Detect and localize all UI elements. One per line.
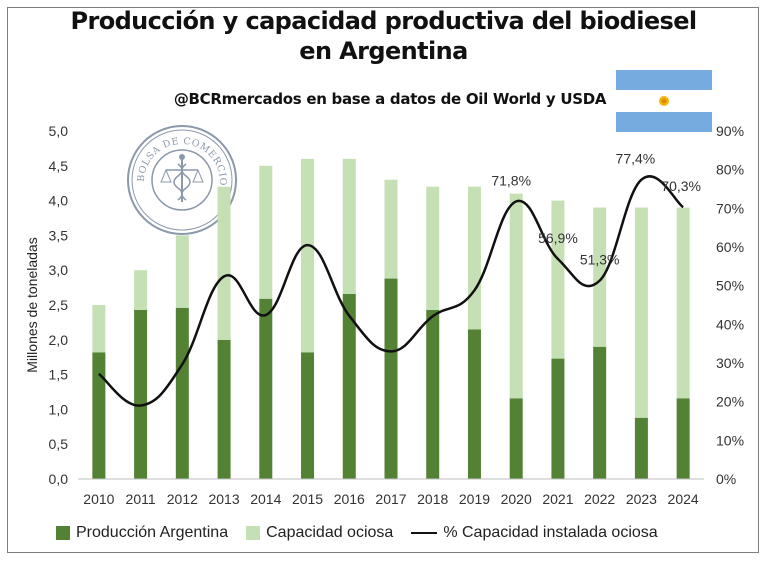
bcr-seal-logo: BOLSA DE COMERCIO DE ROSARIO <box>126 124 237 235</box>
y-tick-label: 4,5 <box>49 158 69 174</box>
y2-tick-label: 70% <box>716 200 744 216</box>
bar-capacidad-ociosa-2019 <box>467 186 481 330</box>
legend-item-porcentaje: % Capacidad instalada ociosa <box>411 524 658 542</box>
bar-capacidad-ociosa-2011 <box>134 270 148 310</box>
x-tick-label: 2013 <box>208 491 239 507</box>
bar-produccion-2024 <box>676 398 690 479</box>
bar-capacidad-ociosa-2023 <box>634 207 648 418</box>
x-tick-label: 2014 <box>250 491 281 507</box>
data-label-2020: 71,8% <box>491 172 531 188</box>
x-tick-label: 2024 <box>668 491 699 507</box>
y2-tick-label: 80% <box>716 162 744 178</box>
legend-swatch-capacidad-ociosa <box>246 526 261 540</box>
y-axis-title-text: Millones de toneladas <box>24 237 40 373</box>
chart-subtitle: @BCRmercados en base a datos de Oil Worl… <box>173 90 607 108</box>
legend: Producción Argentina Capacidad ociosa % … <box>56 522 676 544</box>
data-label-2023: 77,4% <box>616 151 656 167</box>
x-tick-label: 2023 <box>626 491 657 507</box>
x-tick-label: 2021 <box>542 491 573 507</box>
bar-capacidad-ociosa-2014 <box>259 165 273 299</box>
bar-produccion-2017 <box>384 278 398 479</box>
x-tick-label: 2011 <box>126 491 156 507</box>
bar-capacidad-ociosa-2024 <box>676 207 690 399</box>
bar-capacidad-ociosa-2022 <box>593 207 607 347</box>
bar-produccion-2010 <box>92 352 106 479</box>
bar-capacidad-ociosa-2012 <box>175 235 189 308</box>
data-label-2022: 51,3% <box>580 252 620 268</box>
title-line-2: en Argentina <box>299 37 468 65</box>
line-layer: 71,8% 56,9%51,3% 77,4% 70,3% <box>98 151 701 407</box>
x-tick-label: 2015 <box>292 491 323 507</box>
bar-produccion-2014 <box>259 298 273 479</box>
bar-produccion-2021 <box>551 358 565 479</box>
y2-tick-label: 20% <box>716 394 744 410</box>
x-tick-label: 2019 <box>459 491 490 507</box>
y2-tick-label: 40% <box>716 316 744 332</box>
x-tick-label: 2017 <box>375 491 406 507</box>
bar-capacidad-ociosa-2013 <box>217 186 231 340</box>
bar-produccion-2016 <box>342 293 356 479</box>
y2-tick-label: 90% <box>716 123 744 139</box>
y-tick-label: 2,0 <box>49 332 69 348</box>
legend-label-capacidad-ociosa: Capacidad ociosa <box>266 524 394 541</box>
bar-produccion-2015 <box>301 352 315 479</box>
argentina-flag-icon <box>616 70 712 132</box>
legend-item-capacidad-ociosa: Capacidad ociosa <box>246 524 393 542</box>
y2-tick-label: 30% <box>716 355 744 371</box>
y2-tick-label: 0% <box>716 471 736 487</box>
chart-title: Producción y capacidad productiva del bi… <box>0 6 767 66</box>
y2-tick-label: 10% <box>716 432 744 448</box>
axes-layer: 0,0 0,5 1,0 1,5 2,0 2,5 3,0 3,5 4,0 4,5 5,0 0% 10% 20… <box>49 123 745 507</box>
y2-tick-label: 50% <box>716 278 744 294</box>
legend-label-produccion: Producción Argentina <box>76 524 229 541</box>
bar-capacidad-ociosa-2021 <box>551 200 565 359</box>
legend-item-produccion: Producción Argentina <box>56 524 228 542</box>
x-tick-label: 2018 <box>417 491 448 507</box>
bar-capacidad-ociosa-2018 <box>426 186 440 310</box>
x-tick-label: 2020 <box>501 491 532 507</box>
title-line-1: Producción y capacidad productiva del bi… <box>70 7 697 35</box>
data-label-2021: 56,9% <box>538 230 578 246</box>
bar-produccion-2018 <box>426 309 440 479</box>
y-tick-label: 3,5 <box>49 227 69 243</box>
line-porcentaje-capacidad-ociosa <box>98 175 684 407</box>
legend-swatch-produccion <box>56 526 70 540</box>
bar-capacidad-ociosa-2016 <box>342 158 356 294</box>
y2-tick-label: 60% <box>716 239 744 255</box>
data-label-2024: 70,3% <box>661 178 701 194</box>
bar-capacidad-ociosa-2010 <box>92 305 106 353</box>
y-tick-label: 2,5 <box>49 297 69 313</box>
bar-produccion-2019 <box>467 329 481 479</box>
y-tick-label: 3,0 <box>49 262 69 278</box>
bar-produccion-2022 <box>593 346 607 479</box>
legend-label-porcentaje: % Capacidad instalada ociosa <box>443 524 658 541</box>
y-tick-label: 5,0 <box>49 123 69 139</box>
legend-swatch-porcentaje <box>411 532 438 534</box>
y-tick-label: 1,5 <box>49 367 69 383</box>
x-tick-label: 2012 <box>167 491 198 507</box>
bar-produccion-2011 <box>134 309 148 479</box>
bar-capacidad-ociosa-2015 <box>301 158 315 353</box>
bars-layer <box>92 158 690 479</box>
x-tick-label: 2010 <box>83 491 114 507</box>
bar-produccion-2023 <box>634 417 648 479</box>
bar-produccion-2012 <box>175 307 189 479</box>
bar-capacidad-ociosa-2020 <box>509 193 523 399</box>
bar-produccion-2020 <box>509 398 523 479</box>
y-tick-label: 4,0 <box>49 193 69 209</box>
x-tick-label: 2022 <box>584 491 615 507</box>
y-tick-label: 0,0 <box>49 471 69 487</box>
bar-produccion-2013 <box>217 339 231 479</box>
y-tick-label: 0,5 <box>49 436 69 452</box>
bar-capacidad-ociosa-2017 <box>384 179 398 279</box>
x-tick-label: 2016 <box>334 491 365 507</box>
y-tick-label: 1,0 <box>49 401 69 417</box>
